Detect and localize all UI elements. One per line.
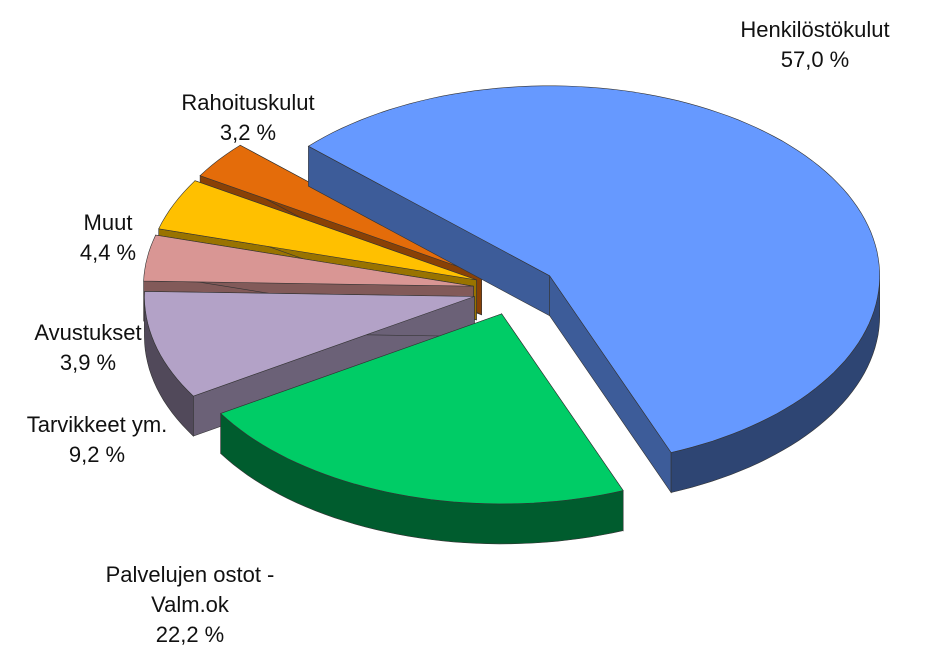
slice-value: 9,2 % <box>68 442 126 467</box>
slice <box>307 85 881 453</box>
slice-name: Avustukset <box>34 320 142 345</box>
slice-label: Palvelujen ostot - Valm.ok 22,2 % <box>80 560 300 650</box>
slice-label: Tarvikkeet ym. 9,2 % <box>0 410 197 470</box>
slice-name: Muut <box>83 210 133 235</box>
slice <box>144 291 475 397</box>
slice <box>143 234 474 287</box>
slice-name: Rahoituskulut <box>181 90 315 115</box>
slice <box>158 180 477 281</box>
slice-name: Tarvikkeet ym. <box>26 412 168 437</box>
slice <box>220 313 624 505</box>
slice-value: 3,2 % <box>219 120 277 145</box>
slice <box>199 144 482 276</box>
slice-label: Avustukset 3,9 % <box>8 318 168 378</box>
slice-value: 3,9 % <box>59 350 117 375</box>
slice-name: Palvelujen ostot - Valm.ok <box>105 562 275 617</box>
slice-value: 4,4 % <box>79 240 137 265</box>
slice-value: 22,2 % <box>155 622 225 647</box>
slice-label: Henkilöstökulut 57,0 % <box>720 15 910 75</box>
slice-label: Muut 4,4 % <box>48 208 168 268</box>
slice-label: Rahoituskulut 3,2 % <box>148 88 348 148</box>
slice-name: Henkilöstökulut <box>740 17 890 42</box>
slice-value: 57,0 % <box>780 47 850 72</box>
